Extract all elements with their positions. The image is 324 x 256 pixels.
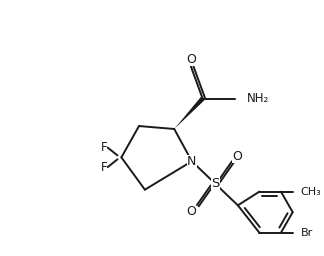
Text: NH₂: NH₂ [247, 92, 269, 105]
Text: F: F [100, 141, 107, 154]
Text: O: O [186, 205, 196, 218]
Polygon shape [174, 97, 204, 129]
Text: Br: Br [300, 228, 313, 238]
Text: CH₃: CH₃ [300, 187, 321, 197]
Text: N: N [187, 155, 197, 168]
Text: O: O [186, 53, 196, 66]
Text: O: O [232, 150, 242, 163]
Text: S: S [211, 177, 220, 190]
Text: F: F [100, 161, 107, 174]
